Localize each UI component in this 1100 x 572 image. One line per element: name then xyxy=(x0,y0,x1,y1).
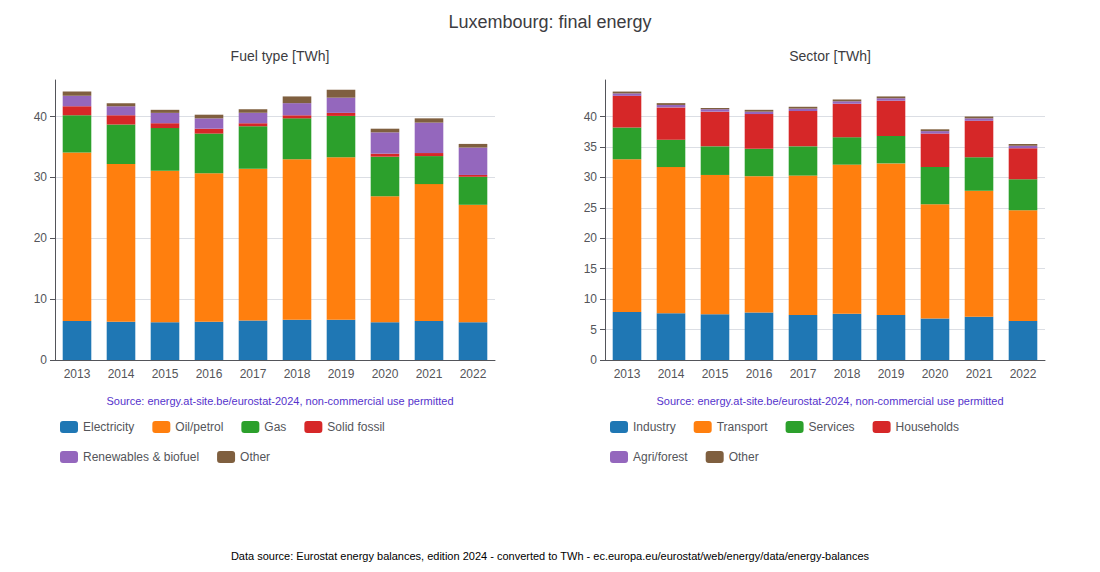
svg-text:Other: Other xyxy=(240,450,270,464)
svg-text:Data source: Eurostat energy b: Data source: Eurostat energy balances, e… xyxy=(231,550,870,562)
svg-text:Fuel type [TWh]: Fuel type [TWh] xyxy=(231,48,330,64)
svg-text:40: 40 xyxy=(584,110,598,124)
svg-text:Services: Services xyxy=(809,420,855,434)
svg-text:20: 20 xyxy=(34,231,48,245)
svg-text:0: 0 xyxy=(590,353,597,367)
svg-text:Source: energy.at-site.be/euro: Source: energy.at-site.be/eurostat-2024,… xyxy=(656,395,1003,407)
svg-text:2017: 2017 xyxy=(790,367,817,381)
svg-text:30: 30 xyxy=(584,170,598,184)
svg-text:2013: 2013 xyxy=(614,367,641,381)
svg-text:15: 15 xyxy=(584,262,598,276)
svg-text:30: 30 xyxy=(34,170,48,184)
svg-text:2015: 2015 xyxy=(702,367,729,381)
svg-text:2018: 2018 xyxy=(284,367,311,381)
svg-text:2017: 2017 xyxy=(240,367,267,381)
svg-text:2019: 2019 xyxy=(328,367,355,381)
svg-text:2020: 2020 xyxy=(922,367,949,381)
svg-text:Solid fossil: Solid fossil xyxy=(327,420,384,434)
svg-text:2013: 2013 xyxy=(64,367,91,381)
svg-text:Other: Other xyxy=(729,450,759,464)
svg-text:2014: 2014 xyxy=(108,367,135,381)
svg-text:Gas: Gas xyxy=(264,420,286,434)
svg-text:2021: 2021 xyxy=(966,367,993,381)
svg-text:35: 35 xyxy=(584,140,598,154)
svg-text:2016: 2016 xyxy=(196,367,223,381)
svg-text:2018: 2018 xyxy=(834,367,861,381)
svg-text:2022: 2022 xyxy=(1010,367,1037,381)
svg-text:Households: Households xyxy=(896,420,959,434)
svg-text:Source: energy.at-site.be/euro: Source: energy.at-site.be/eurostat-2024,… xyxy=(106,395,453,407)
svg-text:2021: 2021 xyxy=(416,367,443,381)
svg-text:Renewables & biofuel: Renewables & biofuel xyxy=(83,450,199,464)
svg-text:2016: 2016 xyxy=(746,367,773,381)
svg-text:2014: 2014 xyxy=(658,367,685,381)
svg-text:5: 5 xyxy=(590,323,597,337)
svg-text:Electricity: Electricity xyxy=(83,420,134,434)
svg-text:Luxembourg: final energy: Luxembourg: final energy xyxy=(448,12,651,32)
svg-text:Agri/forest: Agri/forest xyxy=(633,450,688,464)
svg-text:10: 10 xyxy=(584,292,598,306)
svg-text:20: 20 xyxy=(584,231,598,245)
svg-text:2019: 2019 xyxy=(878,367,905,381)
svg-text:40: 40 xyxy=(34,110,48,124)
svg-text:2015: 2015 xyxy=(152,367,179,381)
svg-text:10: 10 xyxy=(34,292,48,306)
svg-text:Transport: Transport xyxy=(717,420,769,434)
svg-text:Industry: Industry xyxy=(633,420,676,434)
svg-text:2022: 2022 xyxy=(460,367,487,381)
svg-text:Sector [TWh]: Sector [TWh] xyxy=(789,48,871,64)
svg-text:25: 25 xyxy=(584,201,598,215)
svg-text:2020: 2020 xyxy=(372,367,399,381)
svg-text:Oil/petrol: Oil/petrol xyxy=(175,420,223,434)
svg-text:0: 0 xyxy=(40,353,47,367)
